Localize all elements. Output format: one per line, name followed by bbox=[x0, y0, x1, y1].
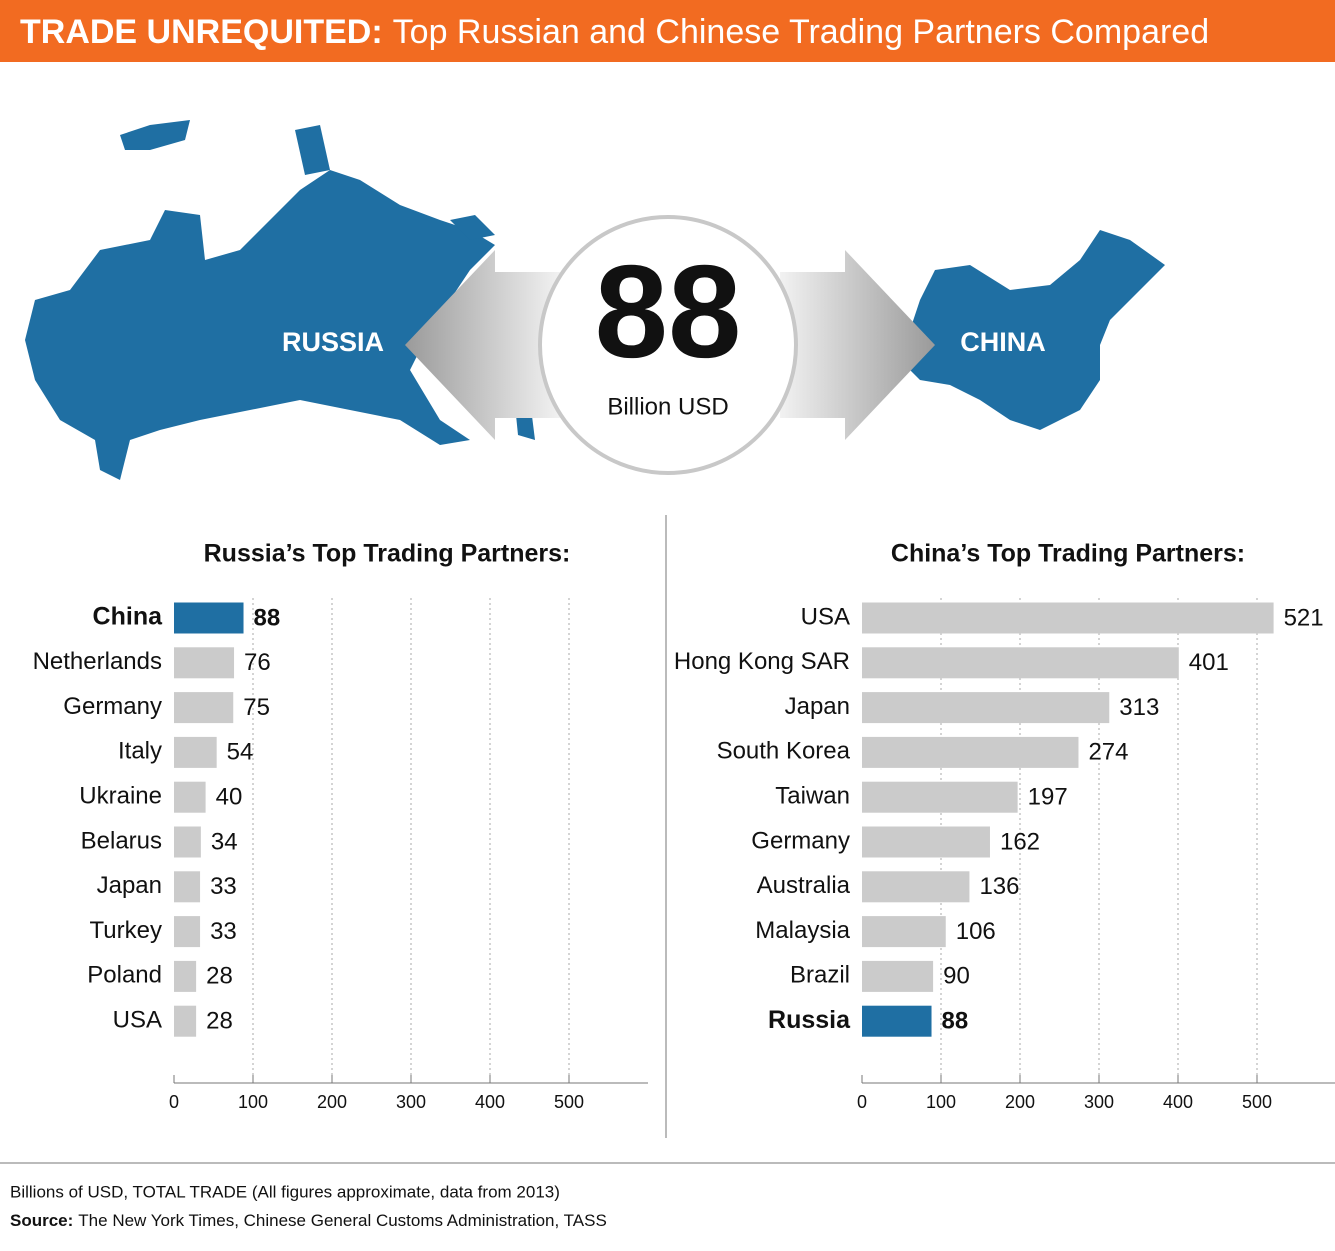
category-label: Germany bbox=[63, 693, 162, 720]
x-tick-label: 100 bbox=[926, 1092, 956, 1112]
category-label: Malaysia bbox=[755, 917, 850, 944]
category-label: USA bbox=[801, 603, 850, 630]
category-label: Japan bbox=[785, 693, 850, 720]
bar bbox=[174, 916, 201, 948]
source: Source: The New York Times, Chinese Gener… bbox=[10, 1211, 607, 1230]
chart-title: Russia’s Top Trading Partners: bbox=[204, 540, 571, 568]
russia-island bbox=[450, 215, 495, 240]
category-label: Turkey bbox=[90, 917, 162, 944]
x-tick-label: 400 bbox=[1163, 1092, 1193, 1112]
value-label: 33 bbox=[210, 873, 237, 900]
header-title: TRADE UNREQUITED: Top Russian and Chinese… bbox=[20, 13, 1209, 51]
bar bbox=[862, 1005, 932, 1037]
source-text: The New York Times, Chinese General Cust… bbox=[78, 1211, 607, 1230]
category-label: Taiwan bbox=[775, 783, 850, 810]
x-tick-label: 300 bbox=[396, 1092, 426, 1112]
value-label: 313 bbox=[1119, 694, 1159, 721]
bar bbox=[174, 960, 197, 992]
value-label: 88 bbox=[942, 1008, 969, 1035]
value-label: 88 bbox=[254, 604, 281, 631]
bar bbox=[862, 960, 934, 992]
category-label: Netherlands bbox=[33, 648, 162, 675]
value-label: 401 bbox=[1189, 649, 1229, 676]
bar bbox=[862, 871, 970, 903]
bar bbox=[174, 647, 235, 679]
bar bbox=[174, 826, 201, 858]
value-label: 162 bbox=[1000, 828, 1040, 855]
bar bbox=[174, 1005, 197, 1037]
right-arrow bbox=[780, 250, 935, 440]
source-label: Source: bbox=[10, 1211, 73, 1230]
center-value: 88 bbox=[595, 238, 742, 385]
china-label: CHINA bbox=[960, 327, 1046, 357]
category-label: South Korea bbox=[717, 738, 851, 765]
x-tick-label: 500 bbox=[554, 1092, 584, 1112]
x-tick-label: 200 bbox=[1005, 1092, 1035, 1112]
bar bbox=[174, 871, 201, 903]
footnote: Billions of USD, TOTAL TRADE (All figure… bbox=[10, 1182, 560, 1201]
category-label: China bbox=[93, 603, 164, 631]
charts: Russia’s Top Trading Partners: 0 100 200 300… bbox=[33, 540, 1335, 1112]
category-label: Italy bbox=[118, 738, 162, 765]
x-tick-label: 100 bbox=[238, 1092, 268, 1112]
russia-island bbox=[295, 125, 330, 175]
value-label: 90 bbox=[943, 963, 970, 990]
category-label: USA bbox=[113, 1007, 162, 1034]
russia-label: RUSSIA bbox=[282, 327, 384, 357]
bar bbox=[862, 647, 1179, 679]
category-label: Germany bbox=[751, 827, 850, 854]
bar bbox=[862, 781, 1018, 813]
x-tick-label: 0 bbox=[169, 1092, 179, 1112]
title-rest: Top Russian and Chinese Trading Partners… bbox=[393, 13, 1209, 51]
value-label: 76 bbox=[244, 649, 271, 676]
bar bbox=[174, 736, 217, 768]
chart-title: China’s Top Trading Partners: bbox=[891, 540, 1245, 568]
left-arrow bbox=[405, 250, 560, 440]
bar bbox=[862, 602, 1274, 634]
bar bbox=[862, 916, 946, 948]
value-label: 34 bbox=[211, 828, 238, 855]
bar bbox=[174, 781, 206, 813]
x-tick-label: 300 bbox=[1084, 1092, 1114, 1112]
value-label: 136 bbox=[979, 873, 1019, 900]
value-label: 197 bbox=[1028, 784, 1068, 811]
russia-shape bbox=[25, 170, 495, 480]
x-tick-label: 500 bbox=[1242, 1092, 1272, 1112]
x-tick-label: 200 bbox=[317, 1092, 347, 1112]
category-label: Brazil bbox=[790, 962, 850, 989]
category-label: Ukraine bbox=[79, 783, 162, 810]
bar bbox=[174, 602, 244, 634]
value-label: 28 bbox=[206, 1008, 233, 1035]
value-label: 40 bbox=[216, 784, 243, 811]
value-label: 28 bbox=[206, 963, 233, 990]
value-label: 75 bbox=[243, 694, 270, 721]
center-unit: Billion USD bbox=[607, 393, 728, 420]
russia-island bbox=[120, 120, 190, 150]
title-bold: TRADE UNREQUITED: bbox=[20, 13, 383, 51]
category-label: Japan bbox=[97, 872, 162, 899]
category-label: Russia bbox=[768, 1006, 851, 1034]
value-label: 521 bbox=[1284, 604, 1324, 631]
x-tick-label: 0 bbox=[857, 1092, 867, 1112]
bar bbox=[862, 692, 1110, 724]
category-label: Poland bbox=[87, 962, 162, 989]
x-tick-label: 400 bbox=[475, 1092, 505, 1112]
bar bbox=[862, 736, 1079, 768]
header-bar bbox=[0, 0, 1335, 62]
center-circle bbox=[538, 215, 798, 475]
category-label: Hong Kong SAR bbox=[674, 648, 850, 675]
category-label: Belarus bbox=[81, 827, 162, 854]
category-label: Australia bbox=[757, 872, 851, 899]
value-label: 33 bbox=[210, 918, 237, 945]
map bbox=[25, 120, 1165, 480]
value-label: 106 bbox=[956, 918, 996, 945]
bar bbox=[862, 826, 990, 858]
bar bbox=[174, 692, 234, 724]
value-label: 274 bbox=[1088, 739, 1128, 766]
china-shape bbox=[900, 230, 1165, 430]
value-label: 54 bbox=[227, 739, 254, 766]
